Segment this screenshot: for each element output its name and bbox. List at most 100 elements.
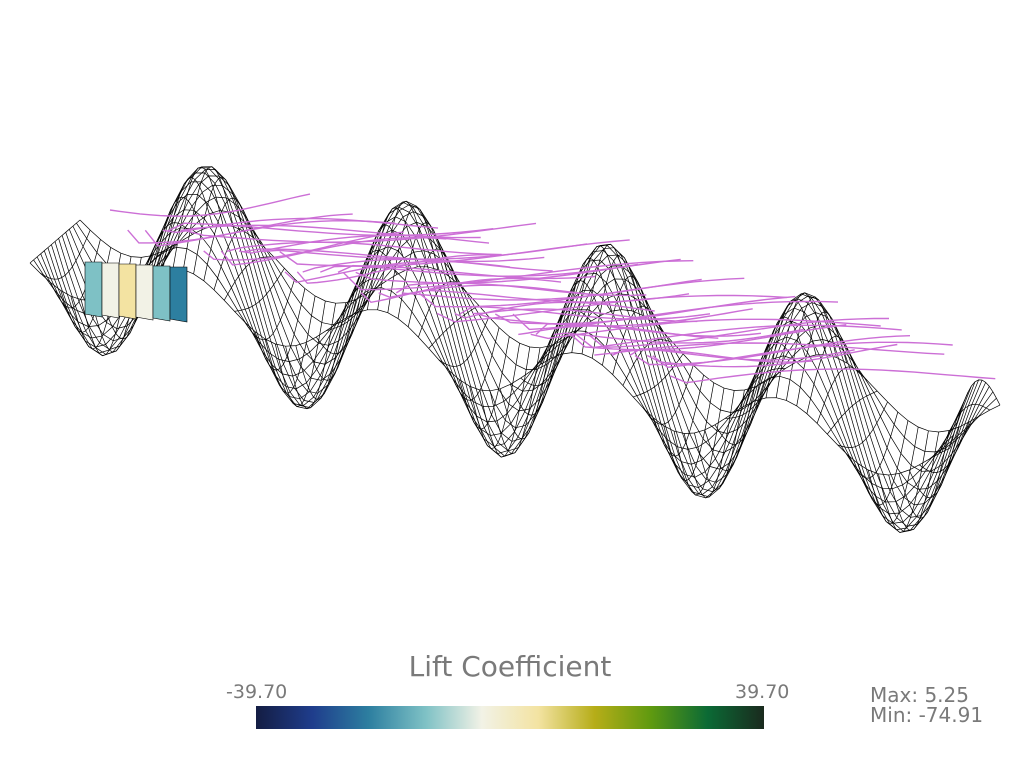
mesh-line-v (182, 166, 234, 270)
mesh-line-v (939, 403, 990, 454)
streamline (220, 236, 447, 266)
streamline (553, 328, 804, 344)
streamline (459, 306, 711, 320)
patch-cell (84, 261, 103, 318)
patch-cell (169, 266, 188, 323)
mesh-line-v (254, 288, 306, 371)
mesh-line-v (796, 311, 848, 406)
streamline (168, 222, 494, 237)
mesh-line-v (142, 222, 193, 278)
streamline (634, 335, 911, 366)
mesh-line-v (264, 295, 316, 394)
mesh-line-v (479, 346, 531, 458)
mesh-line-v (929, 415, 980, 460)
streamlines (109, 193, 996, 384)
streamline (395, 282, 647, 297)
mesh-line-v (295, 302, 347, 400)
mesh-line-v (193, 176, 244, 274)
streamline (570, 324, 847, 351)
streamline (494, 295, 796, 325)
streamline (355, 258, 681, 284)
streamline (629, 347, 855, 361)
mesh-line-v (837, 401, 888, 448)
mesh-line-v (520, 334, 572, 387)
streamline (342, 260, 694, 291)
mesh-line-v (714, 381, 766, 445)
mesh-line-v (29, 219, 81, 264)
range-stats: Max: 5.25 Min: -74.91 (870, 685, 983, 725)
mesh-line-v (540, 309, 592, 365)
mesh-line-v (949, 379, 1001, 449)
mesh-line-v (725, 375, 776, 419)
mesh-line-v (827, 390, 878, 435)
streamline (238, 234, 490, 254)
min-stat: Min: -74.91 (870, 703, 984, 727)
streamline (109, 193, 311, 217)
mesh-line-v (919, 421, 970, 473)
mesh-line-v (397, 222, 449, 319)
mesh-line-v (203, 197, 255, 281)
mesh-line-v (315, 293, 367, 355)
mesh-line-v (571, 245, 623, 353)
surface-fill (30, 220, 1000, 475)
streamline (611, 349, 813, 363)
colorbar (256, 706, 764, 729)
mesh-line-v (305, 299, 357, 381)
mesh-line-v (172, 166, 224, 269)
mesh-line-v (274, 300, 326, 407)
mesh-line-v (162, 177, 214, 270)
colorbar-max-label: 39.70 (735, 681, 790, 703)
mesh-line-v (673, 388, 725, 496)
colorbar-min-label: -39.70 (226, 681, 288, 703)
mesh-line-v (40, 229, 91, 280)
streamline (477, 308, 753, 327)
colorbar-title: Lift Coefficient (408, 650, 612, 683)
patch-cell (135, 264, 154, 321)
mesh-line-v (223, 256, 275, 301)
streamline (302, 258, 553, 273)
mesh-line-v (499, 345, 551, 440)
max-stat: Max: 5.25 (870, 683, 969, 707)
mesh-line-v (632, 353, 684, 398)
mesh-line-v (591, 254, 643, 359)
mesh-line-v (285, 303, 336, 410)
streamline (588, 317, 889, 349)
mesh-line-v (898, 430, 950, 519)
streamline (535, 323, 762, 337)
patch-cell (101, 262, 120, 319)
patch-cell (118, 263, 137, 320)
mesh-line-v (878, 430, 929, 533)
mesh-line-v (888, 431, 940, 531)
mesh-line-v (857, 420, 909, 506)
streamline (670, 368, 996, 384)
mesh-line-v (643, 364, 694, 425)
mesh-line-v (356, 224, 408, 313)
mesh-line-v (653, 374, 704, 457)
colored-surface-patch (84, 261, 188, 323)
streamline (576, 324, 902, 349)
patch-cell (152, 265, 171, 322)
mesh-line-v (755, 316, 807, 401)
mesh-line-v (458, 336, 510, 430)
streamline (652, 341, 953, 369)
mesh-line-v (213, 226, 265, 291)
streamline (226, 241, 502, 256)
mesh-line-v (734, 368, 786, 412)
streamline (244, 248, 545, 263)
streamline (436, 294, 788, 323)
mesh-line-v (152, 196, 204, 273)
mesh-line-v (694, 389, 745, 490)
mesh-line-v (489, 347, 541, 455)
streamline (472, 308, 698, 323)
mesh-line-v (847, 411, 899, 479)
mesh-line-v (663, 382, 715, 482)
mesh-line-v (234, 268, 285, 312)
mesh-line-v (908, 426, 960, 499)
mesh-line-v (428, 305, 479, 349)
mesh-line-v (448, 327, 500, 401)
streamline (337, 263, 639, 277)
streamline (594, 342, 945, 356)
mesh-line-v (438, 316, 490, 367)
